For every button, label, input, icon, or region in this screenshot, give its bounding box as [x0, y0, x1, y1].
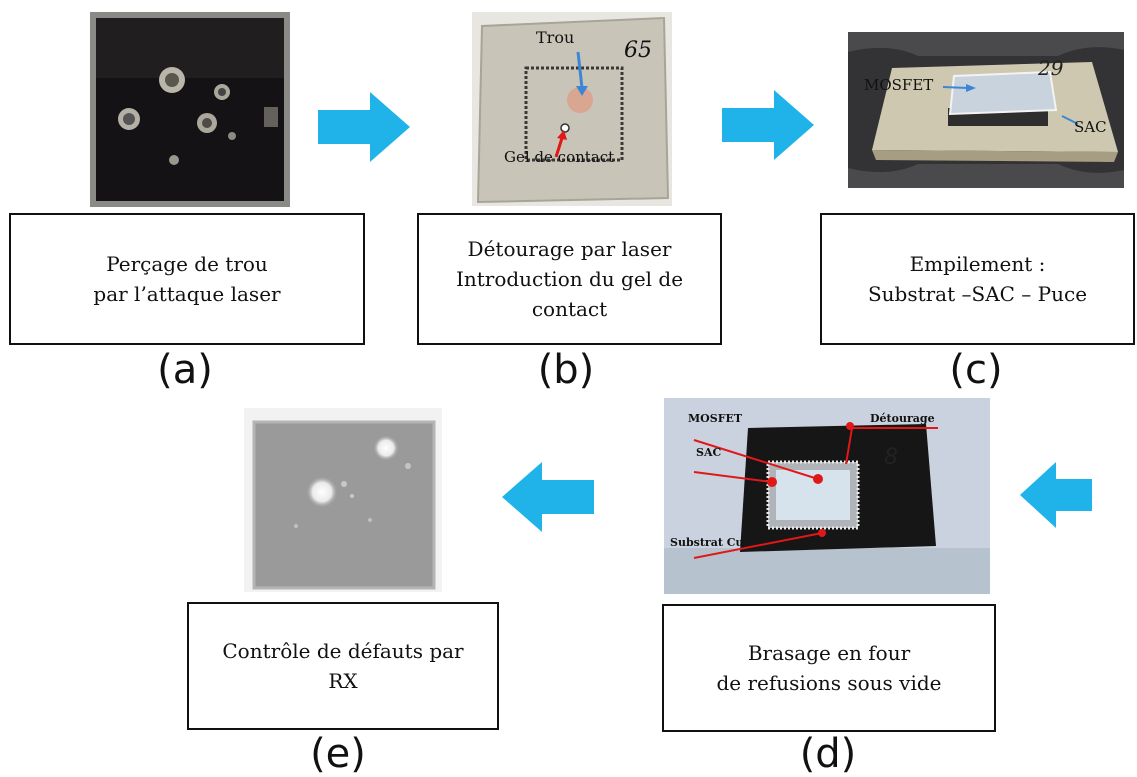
caption-c-line-2: Substrat –SAC – Puce — [867, 282, 1088, 306]
label-gel-contact: Gel de contact — [504, 148, 615, 166]
photo-a-substrate-holes — [90, 12, 290, 207]
caption-box-c: Empilement : Substrat –SAC – Puce — [820, 213, 1135, 345]
caption-b-line-2: Introduction du gel de — [455, 267, 684, 291]
photo-b-substrate-laser: Trou Gel de contact 65 — [472, 12, 672, 206]
caption-e-line-1: Contrôle de défauts par — [222, 639, 464, 663]
photo-e-xray — [244, 408, 442, 592]
caption-a-line-2: par l’attaque laser — [93, 282, 281, 306]
arrow-d-to-e — [502, 462, 594, 532]
photo-d-brazed: 8 MOSFET Détourage SAC Substrat Cu — [664, 398, 990, 594]
label-sac-d: SAC — [696, 446, 722, 459]
photo-c-stacking: MOSFET SAC 29 — [848, 32, 1124, 188]
caption-e-line-2: RX — [328, 669, 358, 693]
step-letter-a: (a) — [157, 347, 213, 393]
step-letter-d: (d) — [799, 731, 857, 777]
label-mosfet-d: MOSFET — [688, 412, 743, 425]
caption-box-e: Contrôle de défauts par RX — [187, 602, 499, 730]
step-letter-b: (b) — [537, 347, 595, 393]
caption-b-line-3: contact — [531, 297, 608, 321]
step-letter-e: (e) — [310, 731, 366, 777]
caption-c-line-1: Empilement : — [909, 252, 1046, 276]
caption-b-line-1: Détourage par laser — [467, 237, 672, 261]
arrow-b-to-c — [722, 90, 814, 160]
caption-box-d: Brasage en four de refusions sous vide — [662, 604, 996, 732]
caption-d-line-2: de refusions sous vide — [716, 671, 942, 695]
caption-a-line-1: Perçage de trou — [106, 252, 268, 276]
label-detourage-d: Détourage — [870, 412, 935, 425]
label-number-65: 65 — [624, 38, 652, 63]
arrow-c-to-d — [1020, 462, 1092, 528]
caption-d-line-1: Brasage en four — [747, 641, 911, 665]
caption-box-b: Détourage par laser Introduction du gel … — [417, 213, 722, 345]
caption-box-a: Perçage de trou par l’attaque laser — [9, 213, 365, 345]
label-substrat-cu-d: Substrat Cu — [670, 536, 744, 549]
label-number-29: 29 — [1038, 56, 1064, 80]
arrow-a-to-b — [318, 92, 410, 162]
label-sac-c: SAC — [1074, 118, 1107, 136]
label-trou: Trou — [536, 28, 575, 47]
label-mosfet-c: MOSFET — [864, 76, 934, 94]
step-letter-c: (c) — [949, 347, 1003, 393]
label-number-8: 8 — [884, 445, 898, 470]
